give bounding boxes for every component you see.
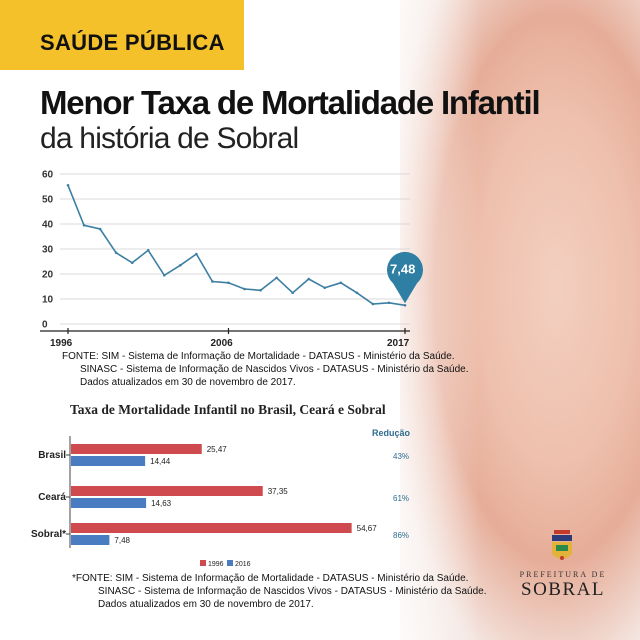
data-point [355, 291, 359, 295]
reduction-value: 43% [393, 452, 409, 461]
data-point [162, 273, 166, 277]
legend-swatch-1996 [200, 560, 206, 566]
data-point [179, 263, 182, 267]
data-point [211, 280, 214, 283]
data-point [66, 183, 70, 187]
reduction-value: 61% [393, 494, 409, 503]
bar-source-3: Dados atualizados em 30 de novembro de 2… [98, 599, 314, 610]
legend-label: 1996 [208, 561, 224, 568]
data-point [114, 251, 118, 255]
bar-2016 [71, 498, 147, 508]
x-tick-label: 1996 [50, 338, 73, 349]
bar-1996 [71, 444, 202, 454]
logo-prefeitura: PREFEITURA DE [519, 570, 607, 579]
data-point [339, 281, 343, 285]
y-tick-label: 30 [42, 245, 54, 256]
y-tick-label: 10 [42, 295, 54, 306]
bar-chart-title: Taxa de Mortalidade Infantil no Brasil, … [70, 402, 386, 417]
page-title: Menor Taxa de Mortalidade Infantil [40, 84, 541, 121]
bar-1996 [71, 486, 263, 496]
data-point [227, 281, 230, 285]
section-badge: SAÚDE PÚBLICA [0, 0, 244, 70]
data-point [259, 288, 262, 292]
data-point [323, 286, 327, 290]
y-tick-label: 20 [42, 270, 54, 281]
reduction-value: 86% [393, 531, 409, 540]
x-tick-label: 2017 [387, 338, 410, 349]
data-point [243, 287, 246, 291]
data-point [371, 302, 375, 306]
data-point [387, 301, 391, 305]
data-point [130, 261, 134, 265]
bar-source-2: SINASC - Sistema de Informação de Nascid… [98, 586, 487, 597]
sobral-logo: PREFEITURA DE SOBRAL [508, 530, 618, 600]
bar-value-label: 14,63 [151, 499, 172, 508]
bar-source-1: *FONTE: SIM - Sistema de Informação de M… [72, 573, 469, 584]
bar-2016 [71, 535, 110, 545]
line-source-2: SINASC - Sistema de Informação de Nascid… [80, 364, 469, 375]
bar-value-label: 37,35 [268, 487, 289, 496]
data-point [98, 227, 102, 231]
badge-label: SAÚDE PÚBLICA [40, 30, 225, 55]
photo-fade [300, 0, 480, 640]
logo-sobral: SOBRAL [521, 579, 605, 600]
data-point [403, 304, 407, 307]
line-series [67, 185, 406, 307]
legend-swatch-2016 [227, 560, 233, 566]
y-tick-label: 0 [42, 320, 48, 331]
page-subtitle: da história de Sobral [40, 122, 299, 155]
legend-label: 2016 [235, 561, 251, 568]
data-point [82, 223, 86, 227]
y-tick-label: 60 [42, 170, 54, 181]
bar-value-label: 14,44 [150, 457, 171, 466]
line-source-3: Dados atualizados em 30 de novembro de 2… [80, 377, 296, 388]
data-point [275, 276, 278, 280]
bar-value-label: 7,48 [114, 536, 130, 545]
city-coat-of-arms-icon [552, 530, 572, 560]
bar-value-label: 25,47 [207, 445, 228, 454]
y-tick-label: 50 [42, 195, 54, 206]
data-point [307, 277, 311, 281]
category-label: Brasil [38, 450, 66, 461]
line-source-1: FONTE: SIM - Sistema de Informação de Mo… [62, 351, 455, 362]
bar-value-label: 54,67 [357, 524, 378, 533]
category-label: Sobral* [31, 529, 66, 540]
data-point [146, 248, 150, 252]
y-tick-label: 40 [42, 220, 54, 231]
bar-1996 [71, 523, 352, 533]
data-point [195, 252, 198, 256]
data-point [291, 291, 294, 295]
value-marker [386, 251, 423, 304]
reduction-header: Redução [372, 428, 411, 438]
marker-label: 7,48 [390, 261, 415, 276]
bar-2016 [71, 456, 146, 466]
category-label: Ceará [38, 492, 66, 503]
x-tick-label: 2006 [210, 338, 233, 349]
